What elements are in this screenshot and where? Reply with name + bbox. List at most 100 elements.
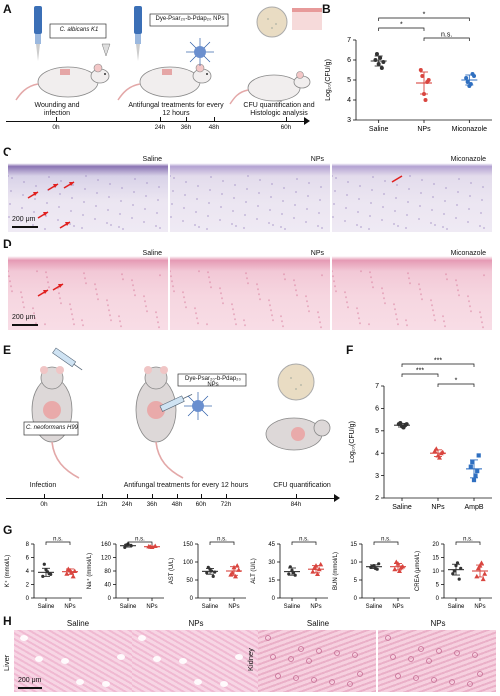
data-point	[64, 571, 70, 576]
y-axis-label: ALT (U/L)	[251, 558, 257, 583]
timeline-tick-label: 36h	[146, 501, 158, 508]
y-tick-label: 3	[347, 117, 351, 124]
data-point	[482, 571, 488, 576]
x-tick-label: Saline	[366, 604, 383, 610]
timeline-tick	[127, 494, 128, 498]
timeline-tick-label: 24h	[121, 501, 133, 508]
timeline-tick	[177, 494, 178, 498]
data-point	[401, 425, 406, 430]
data-point	[287, 572, 291, 576]
data-point	[392, 566, 398, 572]
data-point	[293, 573, 297, 577]
significance-label: n.s.	[463, 537, 473, 543]
timeline-arrow-icon	[304, 117, 310, 125]
nanoparticle-icon	[186, 38, 214, 66]
histology-image: NPs	[170, 246, 330, 330]
y-tick-label: 20	[432, 542, 439, 548]
data-point	[49, 572, 53, 576]
significance-bracket	[209, 541, 235, 545]
significance-bracket	[127, 541, 153, 545]
x-tick-label: NPs	[392, 604, 403, 610]
timeline-tick-label: 12h	[96, 501, 108, 508]
y-tick-label: 4	[375, 450, 379, 457]
panel-label-e: E	[3, 343, 12, 357]
timeline-tick-label: 48h	[208, 124, 220, 131]
timeline-tick-label: 36h	[180, 124, 192, 131]
data-point	[476, 453, 481, 458]
x-tick-label: NPs	[310, 604, 321, 610]
x-tick-label: Saline	[202, 604, 219, 610]
data-point	[236, 567, 242, 572]
data-point	[433, 446, 439, 451]
liver-histology-image	[14, 630, 140, 692]
group-label: NPs	[188, 619, 204, 628]
scale-bar-label: 200 μm	[12, 216, 36, 223]
histology-label: Miconazole	[450, 250, 486, 257]
data-point	[315, 571, 320, 576]
timeline-tick	[226, 494, 227, 498]
significance-label: *	[455, 378, 458, 385]
data-point	[455, 561, 460, 565]
significance-bracket	[437, 383, 475, 387]
timeline-tick-label: 60h	[280, 124, 292, 131]
y-tick-label: 40	[104, 583, 111, 589]
data-point	[426, 78, 431, 82]
data-point	[400, 563, 406, 569]
data-point	[374, 52, 379, 56]
timeline-tick	[186, 117, 187, 121]
data-point	[472, 74, 477, 78]
np-label-e: Dye-Psar₂₀-b-Pdap₂₀ NPs	[185, 376, 241, 388]
y-tick-label: 6	[347, 57, 351, 64]
significance-bracket	[45, 541, 71, 545]
data-point	[213, 570, 217, 574]
y-tick-label: 5	[354, 578, 358, 584]
data-point	[451, 572, 455, 576]
x-tick-label: Saline	[120, 604, 137, 610]
histology-image: Miconazole	[332, 246, 492, 330]
data-point	[474, 573, 480, 579]
chart-g4: 0 15 30 45 ALT (U/L) Saline NPs n.s.	[251, 537, 328, 610]
timeline-tick	[152, 494, 153, 498]
data-point	[65, 566, 71, 571]
step-treatment-e: Antifungal treatments for every 12 hours	[123, 482, 249, 489]
data-point	[468, 464, 473, 469]
data-point	[211, 574, 215, 578]
data-point	[479, 560, 484, 565]
data-point	[452, 569, 456, 573]
x-tick-label: NPs	[64, 604, 75, 610]
scale-bar-label: 200 μm	[12, 314, 36, 321]
tissue-section-icon	[292, 8, 322, 30]
y-tick-label: 150	[183, 542, 194, 548]
step-wounding: Wounding and infection	[34, 102, 80, 117]
y-axis-label: AST (U/L)	[169, 558, 175, 585]
histology-image: NPs	[170, 152, 330, 232]
y-tick-label: 30	[268, 560, 275, 566]
panel-label-a: A	[3, 2, 12, 16]
data-point	[288, 565, 292, 569]
data-point	[45, 570, 50, 574]
data-point	[477, 563, 483, 568]
x-tick-label: AmpB	[464, 504, 483, 511]
significance-bracket	[423, 37, 470, 41]
group-label: Saline	[66, 619, 90, 628]
panel-label-h: H	[3, 614, 12, 628]
scale-bar	[18, 687, 42, 689]
chart-g2: 0 40 80 120 160 Na⁺ (mmol/L) Saline NPs n.s.	[86, 537, 164, 610]
data-point	[310, 569, 316, 574]
data-point	[471, 477, 477, 483]
data-point	[480, 576, 486, 582]
y-tick-label: 6	[375, 406, 379, 413]
y-tick-label: 45	[268, 542, 275, 548]
data-point	[376, 62, 381, 66]
y-tick-label: 100	[183, 560, 194, 566]
data-point	[129, 544, 133, 548]
chart-b: 3 4 5 6 7 Log₁₀(CFU/g) Saline NPs Miconazole * * n.…	[325, 12, 492, 133]
y-tick-label: 10	[350, 560, 357, 566]
timeline-tick-label: 60h	[195, 501, 207, 508]
pipette-icon	[34, 6, 42, 61]
histology-label: Miconazole	[450, 156, 486, 163]
kidney-histology-image	[258, 630, 376, 692]
chart-g1: 0 2 4 6 8 K⁺ (mmol/L) Saline NPs n.s.	[4, 537, 82, 610]
data-point	[454, 564, 458, 568]
x-tick-label: NPs	[474, 604, 485, 610]
